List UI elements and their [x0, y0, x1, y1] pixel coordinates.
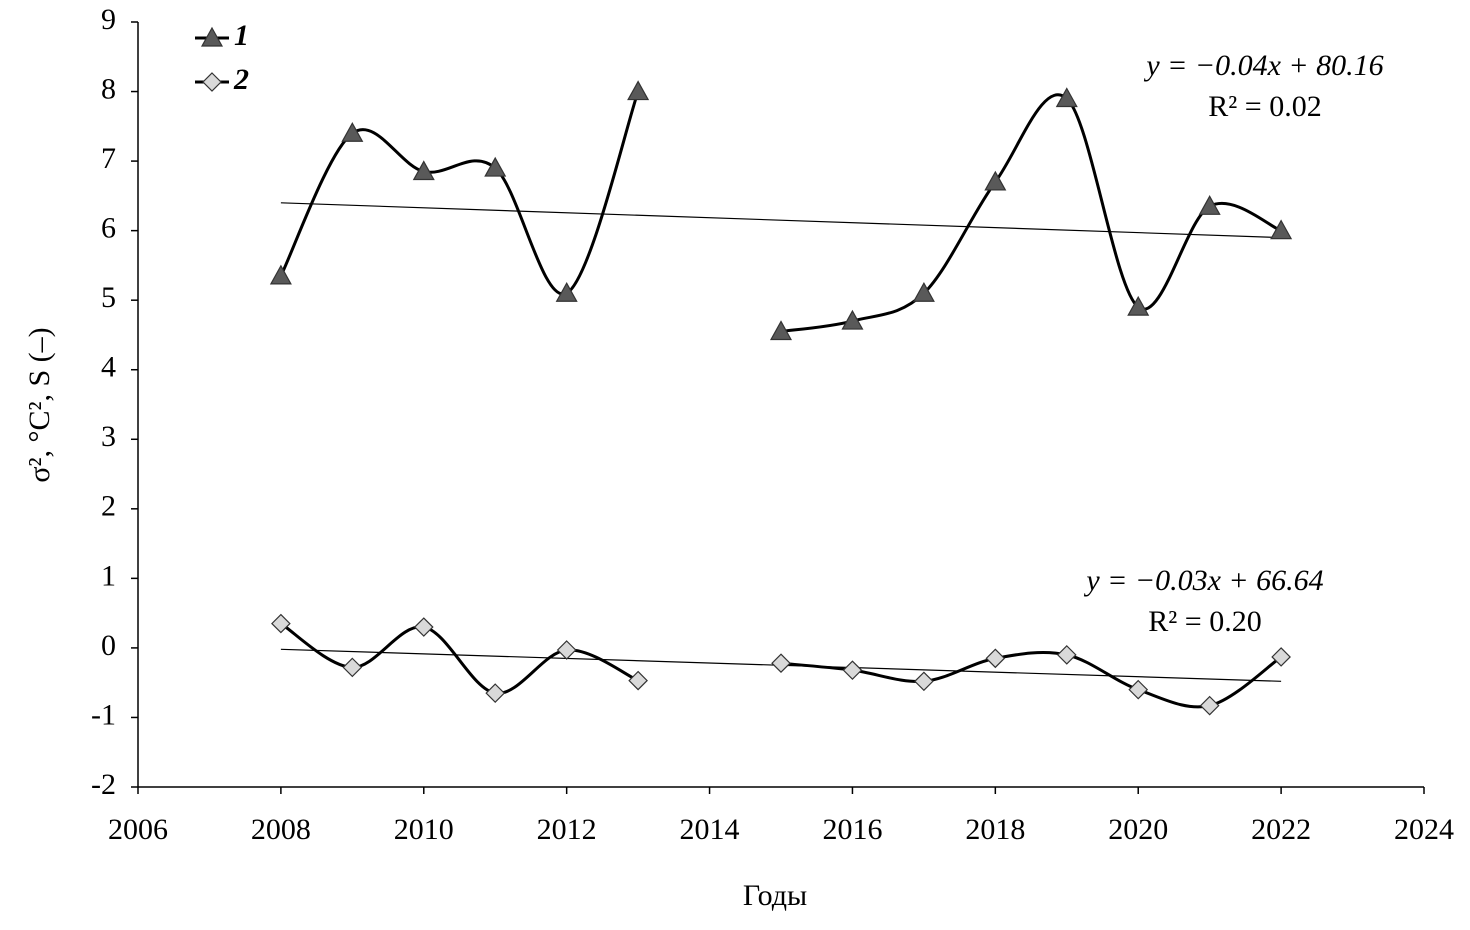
diamond-marker — [556, 640, 577, 660]
y-tick-label: 6 — [101, 212, 116, 245]
x-tick-label: 2020 — [1108, 813, 1168, 846]
y-tick-label: 5 — [101, 281, 116, 314]
triangle-marker — [627, 80, 650, 101]
diamond-marker — [1199, 695, 1220, 716]
diamond-marker — [342, 657, 363, 678]
triangle-marker — [1198, 195, 1221, 215]
diamond-marker — [1056, 645, 1077, 665]
y-tick-label: -1 — [91, 698, 116, 731]
trend-r2: R² = 0.02 — [1208, 90, 1321, 123]
diamond-marker — [485, 683, 506, 703]
trend-r2: R² = 0.20 — [1148, 605, 1261, 638]
y-tick-label: 1 — [101, 559, 116, 592]
y-tick-label: 9 — [101, 3, 116, 36]
diamond-marker — [1128, 679, 1149, 700]
diamond-marker — [271, 613, 291, 634]
legend-label: 2 — [233, 63, 249, 96]
triangle-marker — [1270, 219, 1293, 240]
y-tick-label: -2 — [91, 768, 116, 801]
triangle-marker — [555, 281, 578, 302]
x-tick-label: 2022 — [1251, 813, 1311, 846]
triangle-marker — [412, 160, 435, 181]
x-tick-label: 2016 — [822, 813, 882, 846]
trend-line — [280, 202, 1282, 239]
x-tick-label: 2012 — [537, 813, 597, 846]
triangle-marker — [912, 281, 935, 302]
x-tick-label: 2006 — [108, 813, 168, 846]
legend-label: 1 — [234, 19, 249, 52]
trend-equation: y = −0.04x + 80.16 — [1143, 49, 1383, 82]
x-axis-label: Годы — [743, 879, 807, 912]
diamond-marker — [771, 653, 791, 674]
series-line — [279, 91, 640, 296]
triangle-marker — [841, 309, 864, 330]
series-line — [780, 93, 1282, 333]
triangle-marker — [769, 320, 793, 341]
diamond-marker — [914, 671, 934, 692]
y-tick-label: 4 — [101, 351, 116, 384]
diamond-marker — [1271, 647, 1291, 667]
y-axis-label: σ², °C², S (–) — [23, 327, 56, 482]
triangle-marker — [341, 122, 364, 142]
diamond-marker — [413, 617, 434, 637]
y-tick-label: 2 — [101, 490, 116, 523]
x-tick-label: 2024 — [1394, 813, 1454, 846]
x-tick-label: 2018 — [965, 813, 1025, 846]
triangle-marker — [984, 170, 1007, 191]
triangle-marker — [200, 26, 224, 47]
triangle-marker — [269, 264, 292, 285]
triangle-marker — [484, 156, 507, 177]
x-tick-label: 2014 — [680, 813, 740, 846]
y-tick-label: 0 — [101, 629, 116, 662]
y-tick-label: 3 — [101, 420, 116, 453]
diamond-marker — [985, 648, 1006, 669]
trend-equation: y = −0.03x + 66.64 — [1083, 564, 1323, 597]
x-tick-label: 2008 — [251, 813, 311, 846]
diamond-marker — [842, 660, 863, 681]
x-tick-label: 2010 — [394, 813, 454, 846]
triangle-marker — [1127, 295, 1150, 316]
y-tick-label: 7 — [101, 142, 116, 175]
diamond-marker — [202, 72, 222, 92]
diamond-marker — [628, 670, 648, 691]
y-tick-label: 8 — [101, 72, 116, 105]
triangle-marker — [1055, 87, 1078, 108]
series-line — [780, 650, 1282, 709]
